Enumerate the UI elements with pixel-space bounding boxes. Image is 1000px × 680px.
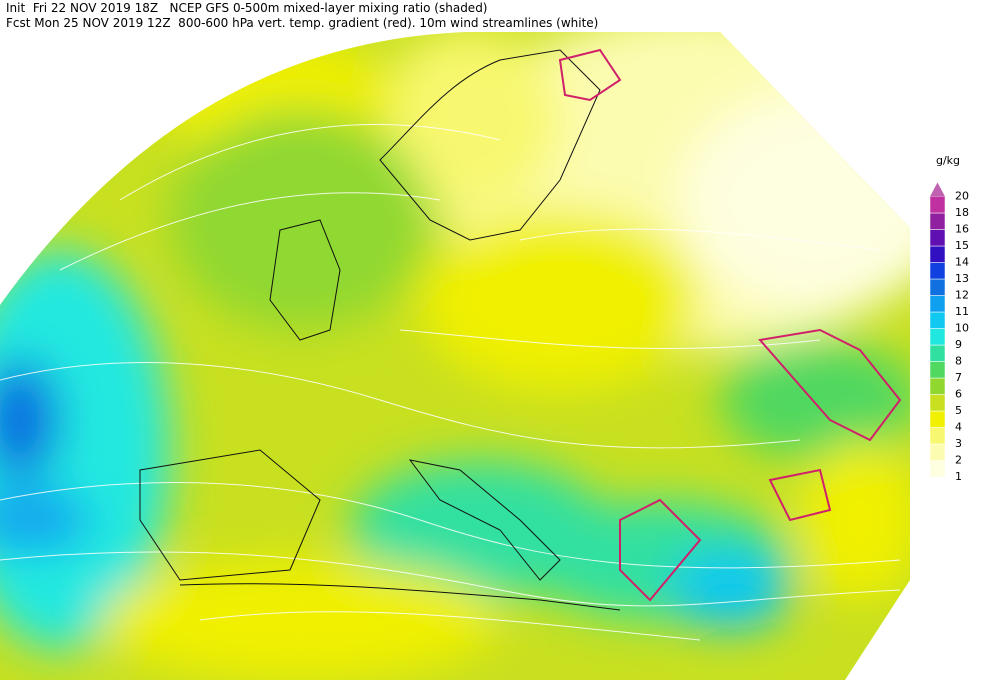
color-swatch xyxy=(929,377,946,395)
color-swatch xyxy=(929,311,946,329)
color-swatch xyxy=(929,229,946,247)
legend-label: 1 xyxy=(955,470,962,483)
legend-label: 14 xyxy=(955,256,969,269)
color-swatch xyxy=(929,245,946,263)
legend-label: 16 xyxy=(955,223,969,236)
color-swatch xyxy=(929,278,946,296)
color-swatch xyxy=(930,182,945,197)
header-line: Fcst Mon 25 NOV 2019 12Z 800-600 hPa ver… xyxy=(6,16,599,30)
color-swatch xyxy=(929,295,946,313)
legend-label: 18 xyxy=(955,206,969,219)
streamlines xyxy=(0,123,901,641)
legend-label: 8 xyxy=(955,355,962,368)
color-swatch xyxy=(929,212,946,230)
color-swatch xyxy=(929,427,946,445)
temp-gradient-contours xyxy=(558,48,902,602)
legend-label: 10 xyxy=(955,322,969,335)
legend-label: 20 xyxy=(955,190,969,203)
color-swatch xyxy=(929,410,946,428)
header-line: Init Fri 22 NOV 2019 18Z NCEP GFS 0-500m… xyxy=(6,1,488,15)
color-swatch xyxy=(929,344,946,362)
legend-label: 2 xyxy=(955,454,962,467)
color-swatch xyxy=(929,443,946,461)
legend-label: 15 xyxy=(955,239,969,252)
color-swatch xyxy=(929,262,946,280)
legend-label: 12 xyxy=(955,289,969,302)
legend-label: 5 xyxy=(955,404,962,417)
legend-unit: g/kg xyxy=(936,154,960,167)
legend-label: 3 xyxy=(955,437,962,450)
legend-label: 13 xyxy=(955,272,969,285)
coastlines xyxy=(139,49,621,611)
color-swatch xyxy=(929,196,946,214)
color-swatch xyxy=(929,394,946,412)
legend-label: 9 xyxy=(955,338,962,351)
color-swatch xyxy=(929,361,946,379)
color-swatch xyxy=(929,460,946,478)
legend-label: 11 xyxy=(955,305,969,318)
color-swatch xyxy=(929,328,946,346)
legend-label: 6 xyxy=(955,388,962,401)
legend-label: 4 xyxy=(955,421,962,434)
legend-label: 7 xyxy=(955,371,962,384)
